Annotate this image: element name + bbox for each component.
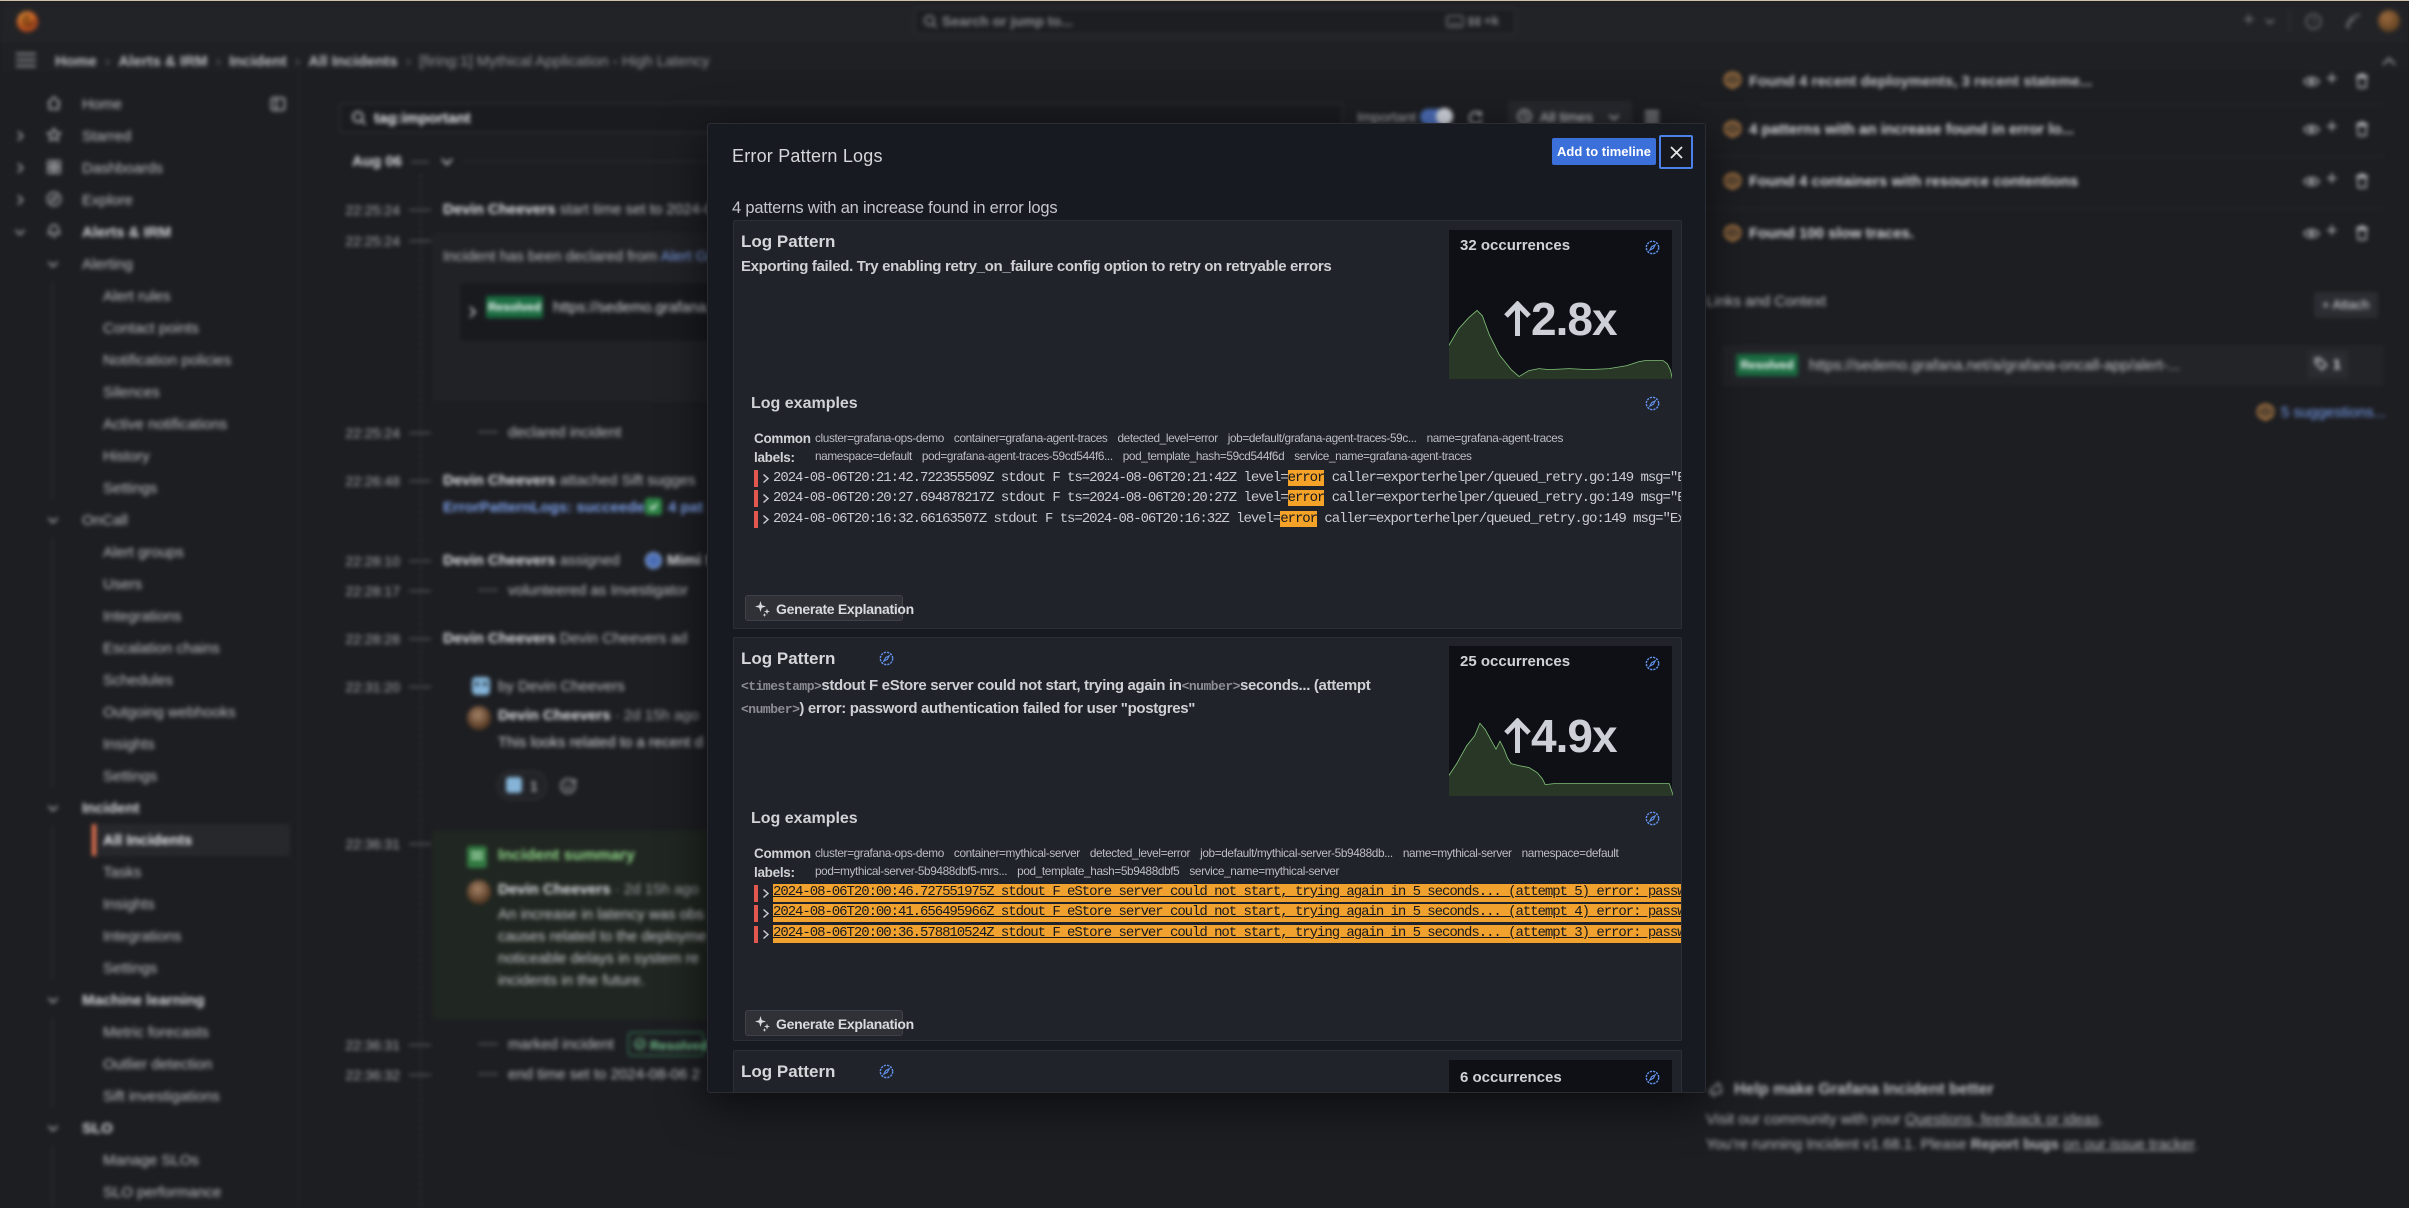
svg-text:?: ? [2311, 17, 2317, 28]
